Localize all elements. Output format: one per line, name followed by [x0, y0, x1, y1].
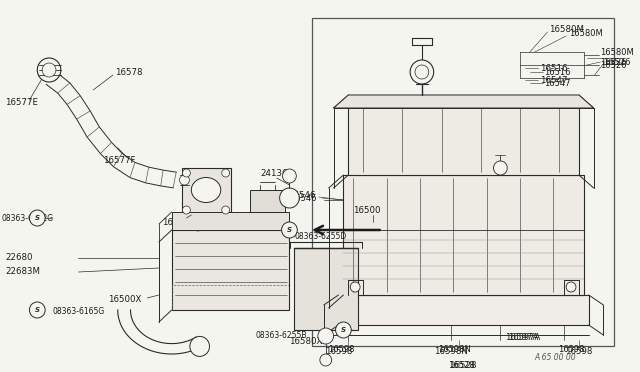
Polygon shape: [344, 175, 584, 295]
Circle shape: [280, 188, 300, 208]
Text: 16516: 16516: [540, 64, 567, 73]
Circle shape: [318, 328, 333, 344]
Circle shape: [320, 354, 332, 366]
Text: 16526: 16526: [604, 58, 631, 67]
Ellipse shape: [191, 177, 221, 202]
Text: 16598: 16598: [565, 347, 593, 356]
Polygon shape: [182, 168, 230, 215]
Text: 16528: 16528: [448, 360, 474, 369]
Text: 16577E: 16577E: [5, 97, 38, 106]
Bar: [312, 18, 614, 346]
Circle shape: [29, 210, 45, 226]
Text: 16526: 16526: [600, 61, 627, 70]
Text: 16598N: 16598N: [435, 347, 468, 356]
Text: 16500X: 16500X: [108, 295, 141, 305]
Polygon shape: [172, 230, 289, 310]
Text: 16598: 16598: [328, 346, 355, 355]
Circle shape: [493, 161, 508, 175]
Text: S: S: [35, 307, 40, 313]
Circle shape: [283, 169, 296, 183]
Polygon shape: [348, 95, 579, 175]
Text: 08363-6165G: 08363-6165G: [52, 308, 104, 317]
Circle shape: [350, 282, 360, 292]
Circle shape: [566, 282, 576, 292]
Text: 16598N: 16598N: [438, 346, 471, 355]
Text: 16516: 16516: [545, 67, 571, 77]
Circle shape: [282, 222, 298, 238]
Text: 22683M: 22683M: [5, 267, 40, 276]
Text: 16500: 16500: [353, 205, 381, 215]
Circle shape: [180, 175, 189, 185]
Text: 16526: 16526: [600, 58, 627, 67]
Polygon shape: [339, 295, 589, 325]
Polygon shape: [46, 72, 176, 188]
Text: 16580M: 16580M: [550, 25, 584, 33]
Circle shape: [42, 63, 56, 77]
Text: A 65 00 00: A 65 00 00: [535, 353, 577, 362]
Text: 16597A: 16597A: [506, 334, 539, 343]
Circle shape: [221, 206, 230, 214]
Polygon shape: [333, 95, 594, 108]
Text: 24136A: 24136A: [260, 169, 293, 177]
Circle shape: [182, 206, 190, 214]
Circle shape: [221, 169, 230, 177]
Circle shape: [29, 302, 45, 318]
Text: 16546: 16546: [291, 193, 317, 202]
Text: 16546: 16546: [289, 190, 316, 199]
Text: 16578: 16578: [115, 67, 142, 77]
Text: 16598: 16598: [558, 346, 584, 355]
Text: 16580M: 16580M: [600, 48, 634, 57]
Text: 16577F: 16577F: [103, 155, 136, 164]
Text: 16580M: 16580M: [569, 29, 603, 38]
Circle shape: [190, 336, 209, 356]
Circle shape: [37, 58, 61, 82]
Text: 16597A: 16597A: [508, 334, 540, 343]
Circle shape: [410, 60, 434, 84]
Text: 16528: 16528: [449, 362, 477, 371]
Text: 08363-6252G: 08363-6252G: [2, 214, 54, 222]
Text: 08363-6255B: 08363-6255B: [255, 331, 307, 340]
Text: 16500: 16500: [162, 218, 189, 227]
Circle shape: [415, 65, 429, 79]
Text: S: S: [35, 215, 40, 221]
Text: 22680: 22680: [5, 253, 33, 263]
Circle shape: [335, 322, 351, 338]
Text: 08363-6255D: 08363-6255D: [294, 231, 347, 241]
Text: 16547: 16547: [540, 76, 567, 84]
Text: 16598: 16598: [325, 347, 352, 356]
Polygon shape: [172, 212, 289, 230]
Text: 16547: 16547: [545, 78, 571, 87]
Text: S: S: [341, 327, 346, 333]
Polygon shape: [294, 248, 358, 330]
Text: S: S: [287, 227, 292, 233]
Text: 16580X: 16580X: [289, 337, 323, 346]
Circle shape: [182, 169, 190, 177]
Polygon shape: [250, 190, 285, 212]
